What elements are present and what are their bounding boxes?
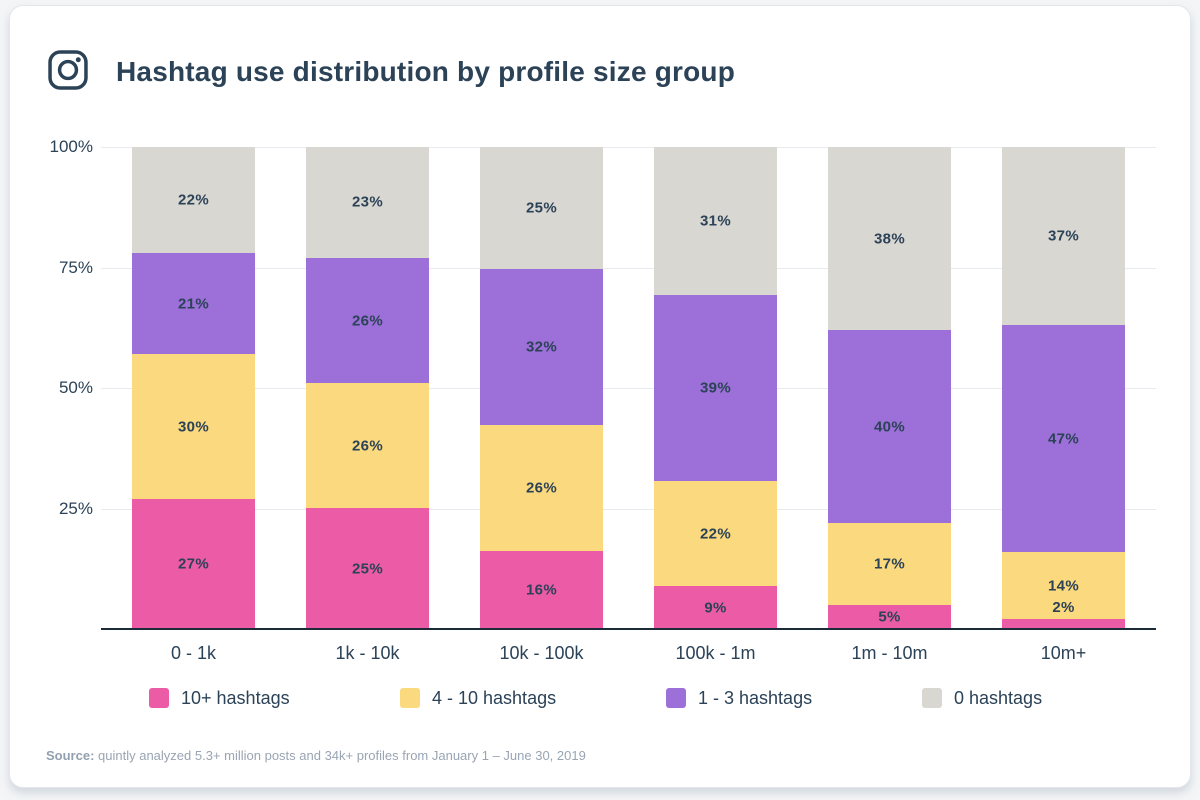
bar-segment: 27% (132, 498, 255, 629)
gridline-25 (101, 508, 1156, 510)
legend-item: 10+ hashtags (149, 687, 290, 709)
x-tick-label: 1k - 10k (335, 643, 400, 663)
gridline-50 (101, 388, 1156, 389)
bar-segment: 31% (654, 147, 777, 295)
segment-value-label: 27% (178, 555, 209, 573)
legend-label: 4 - 10 hashtags (432, 687, 557, 708)
bar-segment: 38% (828, 147, 951, 331)
segment-value-label: 32% (526, 338, 557, 356)
page-title: Hashtag use distribution by profile size… (116, 56, 736, 87)
legend-label: 0 hashtags (954, 687, 1043, 708)
legend-item: 0 hashtags (922, 687, 1042, 709)
bar-segment: 2% (1002, 599, 1125, 630)
bar-segment: 40% (828, 330, 951, 523)
stacked-bar-1m-10m: 38% 40% 17% 5% (828, 147, 951, 629)
gridline-100 (101, 147, 1156, 148)
legend-swatch (400, 688, 420, 708)
bar-segment: 26% (480, 424, 603, 552)
segment-value-label: 39% (700, 379, 731, 397)
bar-segment: 22% (654, 481, 777, 587)
segment-value-label: 26% (526, 479, 557, 497)
legend-label: 10+ hashtags (181, 687, 290, 708)
bar-segment: 39% (654, 294, 777, 482)
legend-item: 4 - 10 hashtags (400, 687, 556, 709)
segment-value-label: 16% (526, 581, 557, 599)
stacked-bar-1k-10k: 23% 26% 26% 25% (306, 147, 429, 629)
x-tick-label: 10m+ (1040, 643, 1087, 663)
segment-value-label: 21% (178, 295, 209, 313)
legend-swatch (149, 688, 169, 708)
x-tick-label: 0 - 1k (170, 643, 217, 663)
legend-swatch (666, 688, 686, 708)
bar-segment: 9% (654, 586, 777, 629)
stacked-bar-10m+: 37% 47% 14% 2% (1002, 147, 1125, 630)
bar-segment: 30% (132, 354, 255, 499)
segment-value-label: 38% (874, 230, 905, 248)
segment-value-label: 25% (526, 199, 557, 217)
source-text: quintly analyzed 5.3+ million posts and … (94, 748, 586, 763)
stacked-bar-0-1k: 22% 21% 30% 27% (132, 147, 255, 629)
y-tick-label: 50% (58, 378, 93, 397)
y-tick-label: 75% (58, 257, 93, 277)
x-tick-label: 1m - 10m (851, 643, 928, 663)
bar-segment: 22% (132, 147, 255, 254)
segment-value-label: 9% (704, 599, 727, 617)
x-axis-labels: 0 - 1k 1k - 10k 10k - 100k 100k - 1m 1m - 10… (132, 643, 1125, 664)
legend-swatch (922, 688, 942, 708)
bar-segment: 21% (132, 253, 255, 355)
segment-value-label: 26% (352, 437, 383, 455)
segment-value-label: 22% (700, 525, 731, 543)
bar-segment: 25% (480, 147, 603, 269)
instagram-icon (48, 50, 88, 90)
segment-value-label: 17% (874, 555, 905, 573)
chart-legend: 10+ hashtags 4 - 10 hashtags 1 - 3 hashtag… (10, 687, 1190, 711)
chart-card: Hashtag use distribution by profile size… (9, 5, 1191, 788)
bar-segment: 14% (1002, 551, 1125, 620)
x-axis-line (101, 628, 1156, 630)
segment-value-label: 5% (878, 608, 901, 626)
bar-segment: 23% (306, 147, 429, 258)
legend-item: 1 - 3 hashtags (666, 687, 812, 709)
segment-value-label: 47% (1048, 430, 1079, 448)
y-tick-label: 100% (49, 137, 93, 156)
bar-segment: 26% (306, 257, 429, 384)
segment-value-label: 26% (352, 312, 383, 330)
legend-label: 1 - 3 hashtags (698, 687, 813, 708)
source-label: Source: (46, 748, 95, 763)
x-tick-label: 100k - 1m (675, 643, 756, 663)
bar-segment: 47% (1002, 325, 1125, 552)
bar-segment: 16% (480, 551, 603, 629)
gridline-75 (101, 267, 1156, 269)
bar-segment: 5% (828, 604, 951, 629)
chart-plot-area: 22% 21% 30% 27% 23% 26% 26% 25% 25% 32% 26% 16% 31% 3… (101, 147, 1156, 630)
source-note: Source: quintly analyzed 5.3+ million po… (46, 748, 586, 763)
bar-segment: 17% (828, 522, 951, 605)
segment-value-label: 23% (352, 193, 383, 211)
y-tick-label: 25% (58, 498, 93, 518)
bar-segment: 32% (480, 268, 603, 425)
segment-value-label: 14% (1048, 577, 1079, 595)
stacked-bar-10k-100k: 25% 32% 26% 16% (480, 147, 603, 629)
segment-value-label: 2% (1052, 599, 1075, 617)
bar-segment: 37% (1002, 147, 1125, 326)
segment-value-label: 37% (1048, 227, 1079, 245)
x-tick-label: 10k - 100k (499, 643, 584, 663)
bar-segment: 25% (306, 508, 429, 629)
stacked-bar-100k-1m: 31% 39% 22% 9% (654, 147, 777, 629)
segment-value-label: 31% (700, 212, 731, 230)
segment-value-label: 25% (352, 560, 383, 578)
bar-segment: 26% (306, 383, 429, 509)
segment-value-label: 40% (874, 418, 905, 436)
segment-value-label: 30% (178, 418, 209, 436)
segment-value-label: 22% (178, 191, 209, 209)
stacked-bars: 22% 21% 30% 27% 23% 26% 26% 25% 25% 32% 26% 16% 31% 3… (132, 147, 1125, 630)
